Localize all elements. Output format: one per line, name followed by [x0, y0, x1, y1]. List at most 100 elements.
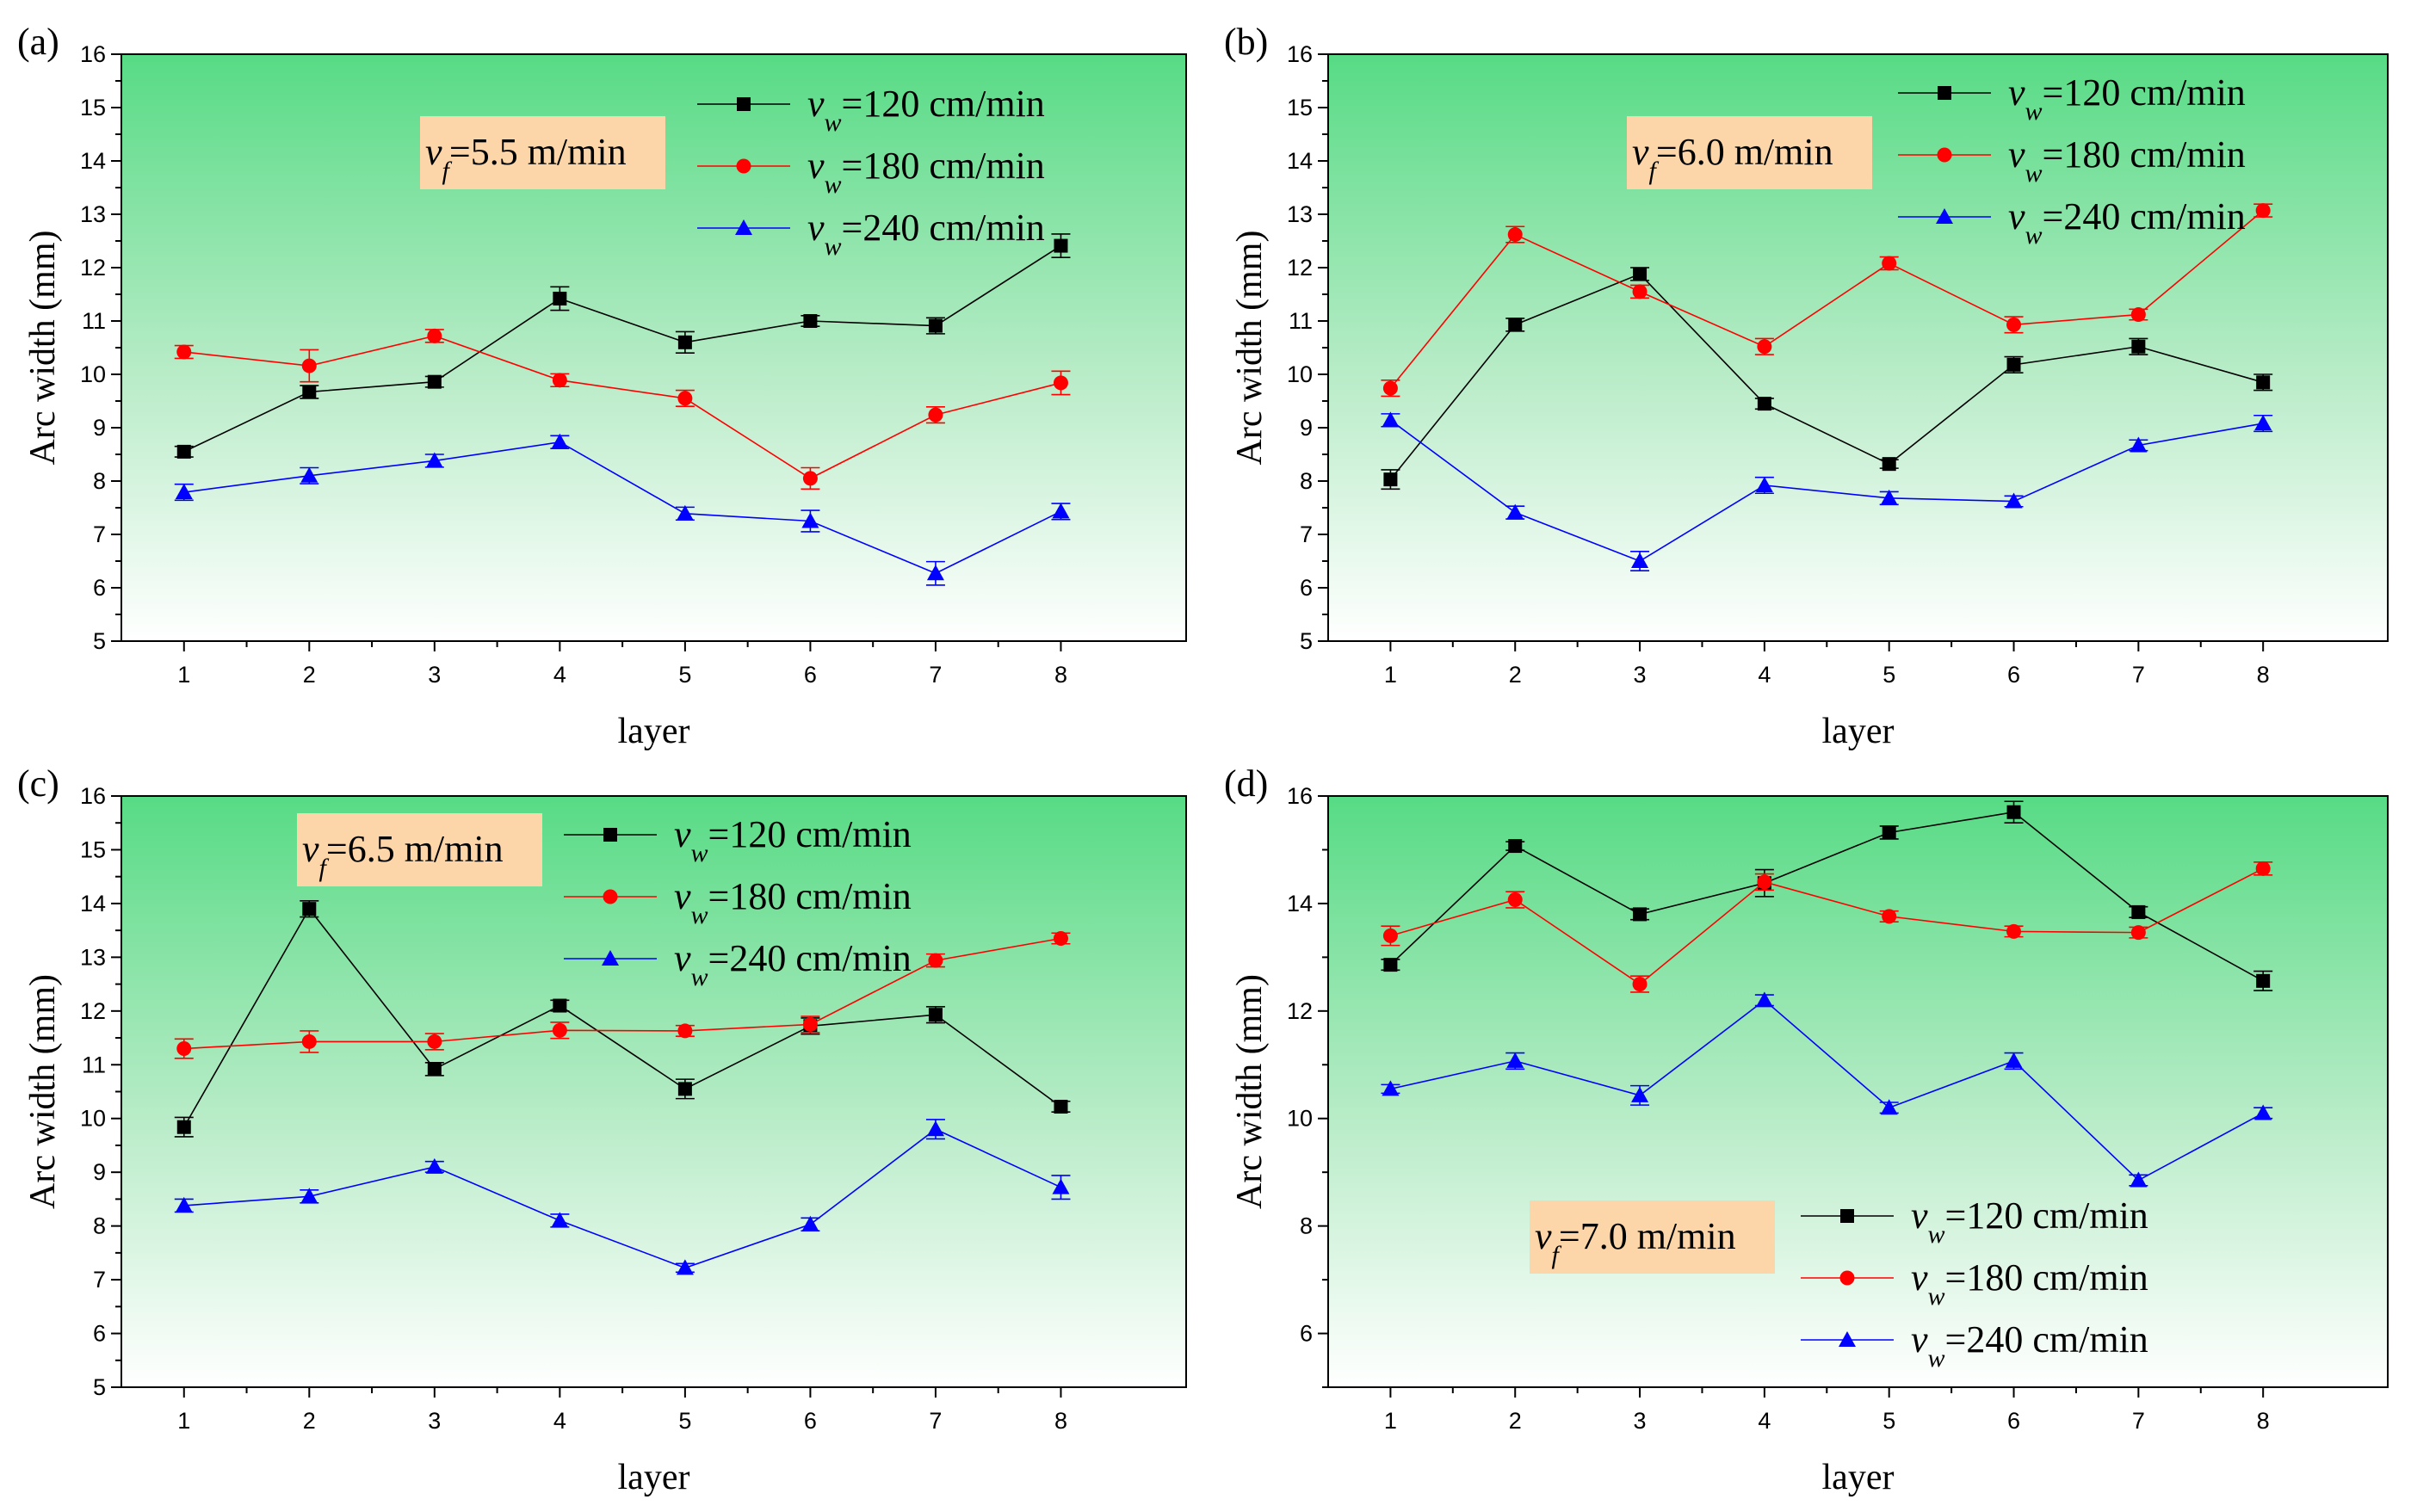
data-point: [602, 950, 619, 966]
y-tick-label: 13: [1287, 201, 1313, 227]
series-240: [1381, 411, 2273, 571]
x-tick-label: 3: [428, 662, 441, 688]
data-point: [1508, 318, 1523, 332]
y-axis-title: Arc width (mm): [23, 231, 63, 466]
y-tick-label: 12: [1287, 255, 1313, 281]
data-point: [1880, 1099, 1898, 1115]
y-tick-label: 16: [80, 783, 106, 809]
annotation-text: vf=5.5 m/min: [425, 131, 627, 185]
annotation-text: vf=6.5 m/min: [302, 828, 504, 882]
legend-entry: vw=120 cm/min: [564, 813, 912, 867]
y-tick-label: 15: [80, 95, 106, 120]
series-line: [183, 907, 1061, 1128]
data-point: [803, 314, 818, 328]
annotation-text: vf=7.0 m/min: [1535, 1215, 1736, 1269]
x-axis-title: layer: [1822, 1458, 1895, 1497]
data-point: [1757, 339, 1772, 355]
series-line: [1389, 273, 2264, 480]
y-tick-label: 6: [93, 575, 106, 601]
legend-label: vw=240 cm/min: [2008, 195, 2246, 250]
legend-entry: vw=240 cm/min: [564, 937, 912, 991]
data-point: [677, 1082, 692, 1096]
data-point: [2254, 415, 2272, 431]
data-point: [1839, 1270, 1855, 1286]
y-tick-label: 7: [93, 1267, 106, 1293]
y-tick-label: 14: [80, 891, 106, 916]
y-tick-label: 14: [1287, 148, 1313, 174]
data-point: [2006, 317, 2022, 332]
data-point: [2006, 805, 2021, 819]
y-tick-label: 6: [1300, 1321, 1313, 1347]
legend-label: vw=120 cm/min: [2008, 71, 2246, 126]
data-point: [1632, 977, 1648, 992]
data-point: [1757, 397, 1771, 411]
data-point: [2130, 925, 2146, 941]
legend-entry: vw=240 cm/min: [1898, 195, 2246, 250]
y-tick-label: 9: [1300, 415, 1313, 441]
data-point: [1633, 267, 1648, 281]
x-tick-label: 2: [1509, 662, 1522, 688]
data-point: [926, 565, 944, 581]
x-tick-label: 8: [2257, 662, 2270, 688]
annotation-box: [420, 116, 665, 189]
data-point: [425, 452, 443, 468]
data-point: [735, 219, 752, 235]
x-tick-label: 2: [303, 1408, 316, 1434]
legend-entry: vw=180 cm/min: [564, 875, 912, 929]
series-180: [1381, 861, 2273, 993]
series-180: [174, 931, 1071, 1059]
data-point: [553, 998, 567, 1013]
data-point: [1757, 874, 1772, 890]
data-point: [1506, 503, 1524, 520]
x-tick-label: 5: [1882, 662, 1895, 688]
x-tick-label: 8: [2257, 1408, 2270, 1434]
data-point: [176, 444, 191, 459]
legend-label: vw=120 cm/min: [807, 83, 1045, 137]
data-point: [677, 1023, 693, 1039]
data-point: [1755, 991, 1773, 1008]
data-point: [1882, 457, 1896, 472]
legend-label: vw=240 cm/min: [1911, 1318, 2148, 1373]
data-point: [301, 1034, 317, 1049]
y-tick-label: 11: [82, 1052, 106, 1077]
data-point: [737, 97, 751, 111]
data-point: [1382, 380, 1398, 396]
series-line: [183, 335, 1061, 479]
legend-label: vw=120 cm/min: [1911, 1194, 2148, 1249]
x-tick-label: 1: [1384, 1408, 1397, 1434]
y-tick-label: 8: [93, 468, 106, 494]
data-point: [2255, 861, 2271, 876]
y-tick-label: 11: [82, 308, 106, 334]
data-point: [2256, 973, 2271, 988]
data-point: [2254, 1104, 2272, 1120]
annotation-text: vf=6.0 m/min: [1632, 131, 1833, 185]
data-point: [301, 358, 317, 373]
series-line: [1389, 419, 2264, 562]
data-point: [801, 1215, 819, 1231]
legend-label: vw=240 cm/min: [807, 207, 1045, 261]
data-point: [2130, 307, 2146, 323]
y-tick-label: 16: [1287, 783, 1313, 809]
legend-label: vw=240 cm/min: [674, 937, 912, 991]
plot-frame: [1327, 53, 2389, 642]
data-point: [176, 1041, 192, 1057]
x-tick-label: 8: [1054, 662, 1067, 688]
data-point: [676, 504, 694, 521]
series-240: [1381, 991, 2273, 1188]
panel-label: (d): [1224, 762, 1268, 805]
data-point: [926, 1120, 944, 1137]
data-point: [2005, 1052, 2023, 1068]
data-point: [1382, 1080, 1400, 1096]
series-120: [174, 233, 1071, 459]
data-point: [2256, 375, 2271, 390]
annotation-box: [297, 813, 542, 886]
x-tick-label: 1: [1384, 662, 1397, 688]
x-tick-label: 3: [1634, 1408, 1647, 1434]
data-point: [300, 466, 318, 483]
x-tick-label: 5: [678, 662, 691, 688]
series-240: [174, 1119, 1071, 1275]
data-point: [1631, 552, 1649, 568]
